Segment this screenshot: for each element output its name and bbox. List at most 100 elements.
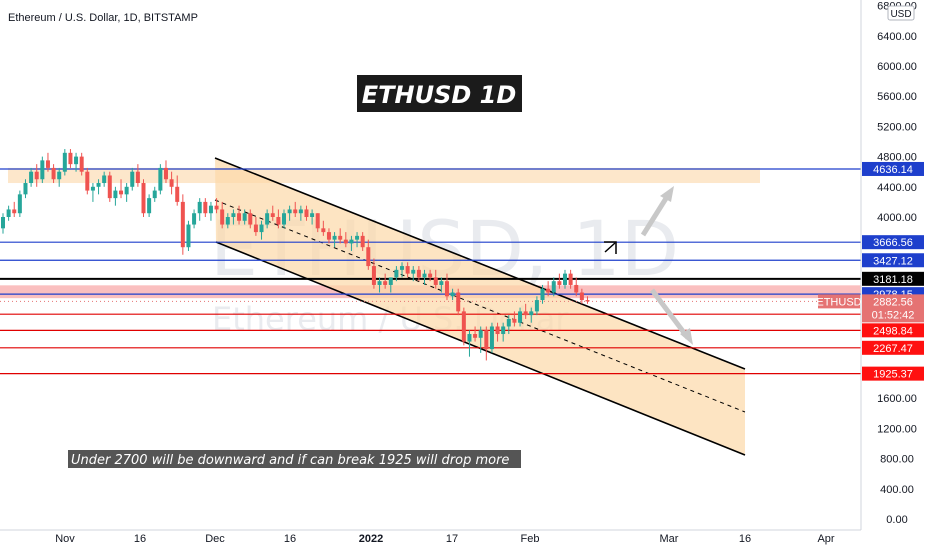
level-price-tag-bg (862, 271, 924, 286)
candle-body (579, 292, 584, 301)
candle-body (585, 300, 590, 302)
price-tick-label: 4800.00 (877, 152, 917, 164)
candle-body (388, 277, 393, 285)
candle-body (450, 292, 455, 297)
candle-body (574, 284, 579, 293)
level-price-tag: 3666.56 (873, 237, 913, 249)
time-tick-label: Apr (817, 533, 834, 545)
candle-body (338, 235, 343, 240)
time-tick-label: Mar (660, 533, 679, 545)
candle-body (287, 209, 292, 214)
time-axis[interactable]: Nov 16 Dec 16 2022 17 Feb Mar 16 Apr (55, 533, 835, 545)
candle-body (141, 183, 146, 214)
time-tick-label: Dec (205, 533, 225, 545)
level-price-tag: 1925.37 (873, 369, 913, 381)
candle-body (360, 235, 365, 248)
currency-button-bg (887, 5, 915, 21)
note-bg (68, 450, 521, 468)
candle-body (506, 318, 511, 327)
candle-body (214, 205, 219, 210)
up-arrow-gray-icon[interactable] (640, 190, 673, 237)
candle-body (237, 213, 242, 221)
candle-body (501, 326, 506, 335)
price-tick-label: 400.00 (880, 484, 914, 496)
level-price-tag: 3427.12 (873, 255, 913, 267)
candle-body (518, 311, 523, 323)
candle-body (433, 277, 438, 285)
time-tick-label: 16 (134, 533, 146, 545)
candle-body (248, 213, 253, 225)
candle-body (310, 213, 315, 217)
currency-button[interactable]: USD (887, 5, 915, 21)
candles-layer (1, 149, 590, 361)
candle-body (461, 311, 466, 342)
channel-mid-line (214, 199, 746, 413)
banner-text: ETHUSD 1D (362, 81, 517, 109)
candle-body (253, 224, 258, 233)
candle-body (180, 201, 185, 248)
zone-band (8, 167, 760, 184)
current-price-tag-bg (862, 294, 924, 323)
time-tick-label: Feb (521, 533, 540, 545)
candle-body (197, 201, 202, 214)
candle-body (208, 205, 213, 214)
candle-body (371, 266, 376, 285)
candle-body (169, 179, 174, 187)
candle-body (276, 217, 281, 225)
candle-body (74, 156, 79, 165)
candle-body (546, 288, 551, 293)
level-price-tag-bg (862, 323, 924, 338)
price-axis[interactable]: 0.00 400.00 800.00 1200.00 1600.00 4000.00 440… (877, 1, 917, 526)
candle-body (377, 281, 382, 285)
candle-body (242, 213, 247, 221)
down-arrow-gray-icon[interactable] (650, 288, 690, 340)
candle-body (383, 281, 388, 285)
candle-body (326, 232, 331, 240)
candle-body (293, 209, 298, 214)
banner-annotation[interactable]: ETHUSD 1D (357, 75, 522, 112)
candle-body (192, 213, 197, 225)
candle-body (62, 152, 67, 172)
candle-body (119, 190, 124, 195)
candle-body (231, 213, 236, 217)
price-tick-label: 800.00 (880, 454, 914, 466)
candle-body (203, 201, 208, 214)
up-arrow-black-head-icon (604, 241, 617, 254)
candle-body (428, 273, 433, 278)
price-tick-label: 0.00 (886, 514, 907, 526)
level-price-tag-bg (862, 366, 924, 381)
candle-body (411, 269, 416, 274)
candle-body (51, 167, 56, 180)
level-price-tag: 2267.47 (873, 343, 913, 355)
time-tick-label: 17 (446, 533, 458, 545)
candle-body (298, 209, 303, 214)
candle-body (259, 224, 264, 233)
candle-body (400, 266, 405, 270)
price-tick-label: 6400.00 (877, 31, 917, 43)
candle-body (79, 156, 84, 172)
candle-body (130, 171, 135, 187)
candle-body (349, 239, 354, 244)
candle-body (478, 330, 483, 338)
candle-body (163, 167, 168, 180)
candle-body (29, 171, 34, 184)
time-tick-label: 16 (739, 533, 751, 545)
candle-body (439, 281, 444, 285)
candle-body (563, 273, 567, 285)
note-annotation[interactable]: Under 2700 will be downward and if can b… (68, 450, 521, 468)
current-price-tag: 2882.56 (873, 296, 913, 308)
currency-button-label: USD (890, 9, 911, 20)
price-tags-layer: 4636.143666.563427.123181.182978.152712.… (816, 161, 924, 381)
up-arrow-black-icon[interactable] (604, 242, 616, 253)
up-arrow-gray-head-icon (660, 186, 674, 202)
candle-body (220, 209, 225, 225)
candle-body (416, 269, 421, 278)
candle-body (107, 175, 112, 199)
candle-body (158, 167, 163, 191)
symbol-tag-bg (818, 294, 860, 309)
candle-body (534, 300, 539, 312)
price-tick-label: 1600.00 (877, 393, 917, 405)
candle-body (57, 171, 62, 180)
countdown-timer: 01:52:42 (872, 309, 915, 321)
